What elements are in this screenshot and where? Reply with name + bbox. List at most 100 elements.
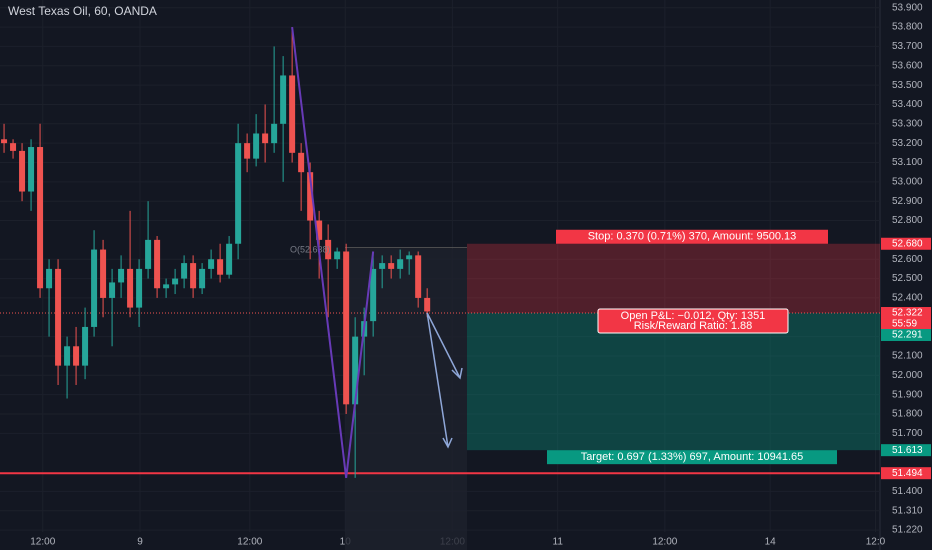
candle-body [316, 220, 323, 240]
candle-body [388, 263, 395, 269]
candle-body [289, 75, 296, 153]
x-tick-label: 11 [553, 537, 564, 548]
candle-body [199, 268, 206, 289]
y-tick-label: 52.500 [892, 273, 923, 284]
price-tag-label: 51.494 [892, 468, 923, 479]
y-tick-label: 53.200 [892, 138, 923, 149]
y-tick-label: 52.900 [892, 196, 923, 207]
x-tick-label: 12:0 [866, 537, 886, 548]
candle-body [118, 268, 125, 283]
candle-body [352, 336, 359, 405]
candle-body [298, 152, 305, 173]
candle-body [91, 249, 98, 327]
countdown-tag [881, 318, 931, 331]
trend-drawing [291, 26, 375, 478]
price-tag [881, 467, 931, 480]
candle-body [64, 346, 71, 366]
candle-body [379, 263, 386, 269]
price-tag-label: 52.322 [892, 308, 923, 319]
price-tag-label: 52.680 [892, 238, 923, 249]
target-label-box [547, 450, 837, 465]
y-tick-label: 53.800 [892, 22, 923, 33]
y-tick-label: 53.400 [892, 99, 923, 110]
projection-arrow [426, 312, 463, 380]
candle-body [208, 259, 215, 269]
price-axis [880, 0, 932, 550]
projection-arrow [426, 312, 453, 449]
price-tag [881, 237, 931, 250]
candle-body [244, 143, 251, 159]
candle-body [343, 251, 350, 405]
candle-body [10, 143, 17, 151]
candle-body [325, 239, 332, 260]
y-tick-label: 51.220 [892, 525, 923, 536]
price-tag [881, 307, 931, 320]
stop-label-box [556, 229, 828, 244]
x-tick-label: 14 [765, 537, 777, 548]
date-range-shade [345, 249, 467, 550]
y-tick-label: 52.400 [892, 293, 923, 304]
y-tick-label: 53.600 [892, 60, 923, 71]
y-tick-label: 51.800 [892, 409, 923, 420]
x-tick-label: 12:00 [30, 537, 55, 548]
target-label: Target: 0.697 (1.33%) 697, Amount: 10941… [581, 451, 804, 463]
x-tick-label: 9 [137, 537, 143, 548]
y-tick-label: 53.500 [892, 80, 923, 91]
x-tick-label: 12:00 [237, 537, 262, 548]
chart-title: West Texas Oil, 60, OANDA [8, 4, 157, 18]
candle-body [271, 123, 278, 144]
candle-body [82, 326, 89, 366]
y-tick-label: 53.000 [892, 176, 923, 187]
candle-body [154, 239, 161, 289]
y-tick-label: 53.300 [892, 118, 923, 129]
ratio-label: Risk/Reward Ratio: 1.88 [634, 320, 753, 332]
candle-body [145, 239, 152, 269]
price-tag [881, 329, 931, 342]
price-tag [881, 444, 931, 457]
candle-body [415, 255, 422, 298]
candle-body [307, 172, 314, 221]
y-tick-label: 53.700 [892, 41, 923, 52]
candle-body [109, 282, 116, 298]
target-zone [467, 313, 880, 451]
y-tick-label: 52.100 [892, 351, 923, 362]
candle-body [424, 297, 431, 312]
stop-zone [467, 243, 880, 314]
annotation: O(52.638) [290, 244, 331, 254]
stop-label: Stop: 0.370 (0.71%) 370, Amount: 9500.13 [588, 231, 797, 243]
y-tick-label: 51.700 [892, 428, 923, 439]
candle-body [406, 255, 413, 260]
candle-body [280, 75, 287, 124]
candle-body [1, 139, 8, 144]
pnl-label: Open P&L: −0.012, Qty: 1351 [621, 310, 766, 322]
candle-body [334, 251, 341, 260]
candle-body [37, 147, 44, 289]
candle-body [262, 133, 269, 144]
candle-body [253, 133, 260, 159]
y-tick-label: 51.400 [892, 486, 923, 497]
candle-body [397, 259, 404, 269]
y-tick-label: 51.310 [892, 505, 923, 516]
countdown: 55:59 [892, 319, 917, 330]
y-tick-label: 52.000 [892, 370, 923, 381]
candle-body [55, 268, 62, 366]
x-tick-label: 12:00 [652, 537, 677, 548]
candle-body [370, 268, 377, 322]
candle-body [28, 147, 35, 192]
candle-body [235, 143, 242, 244]
candle-body [19, 150, 26, 192]
candle-body [181, 263, 188, 279]
y-tick-label: 53.100 [892, 157, 923, 168]
price-tag-label: 51.613 [892, 445, 923, 456]
y-tick-label: 52.800 [892, 215, 923, 226]
candle-body [226, 243, 233, 275]
y-tick-label: 52.600 [892, 254, 923, 265]
candle-body [172, 278, 179, 285]
candle-body [163, 284, 170, 289]
candle-body [127, 268, 134, 308]
candle-body [100, 249, 107, 298]
candle-body [136, 268, 143, 308]
pnl-box [597, 308, 789, 334]
y-tick-label: 53.900 [892, 2, 923, 13]
